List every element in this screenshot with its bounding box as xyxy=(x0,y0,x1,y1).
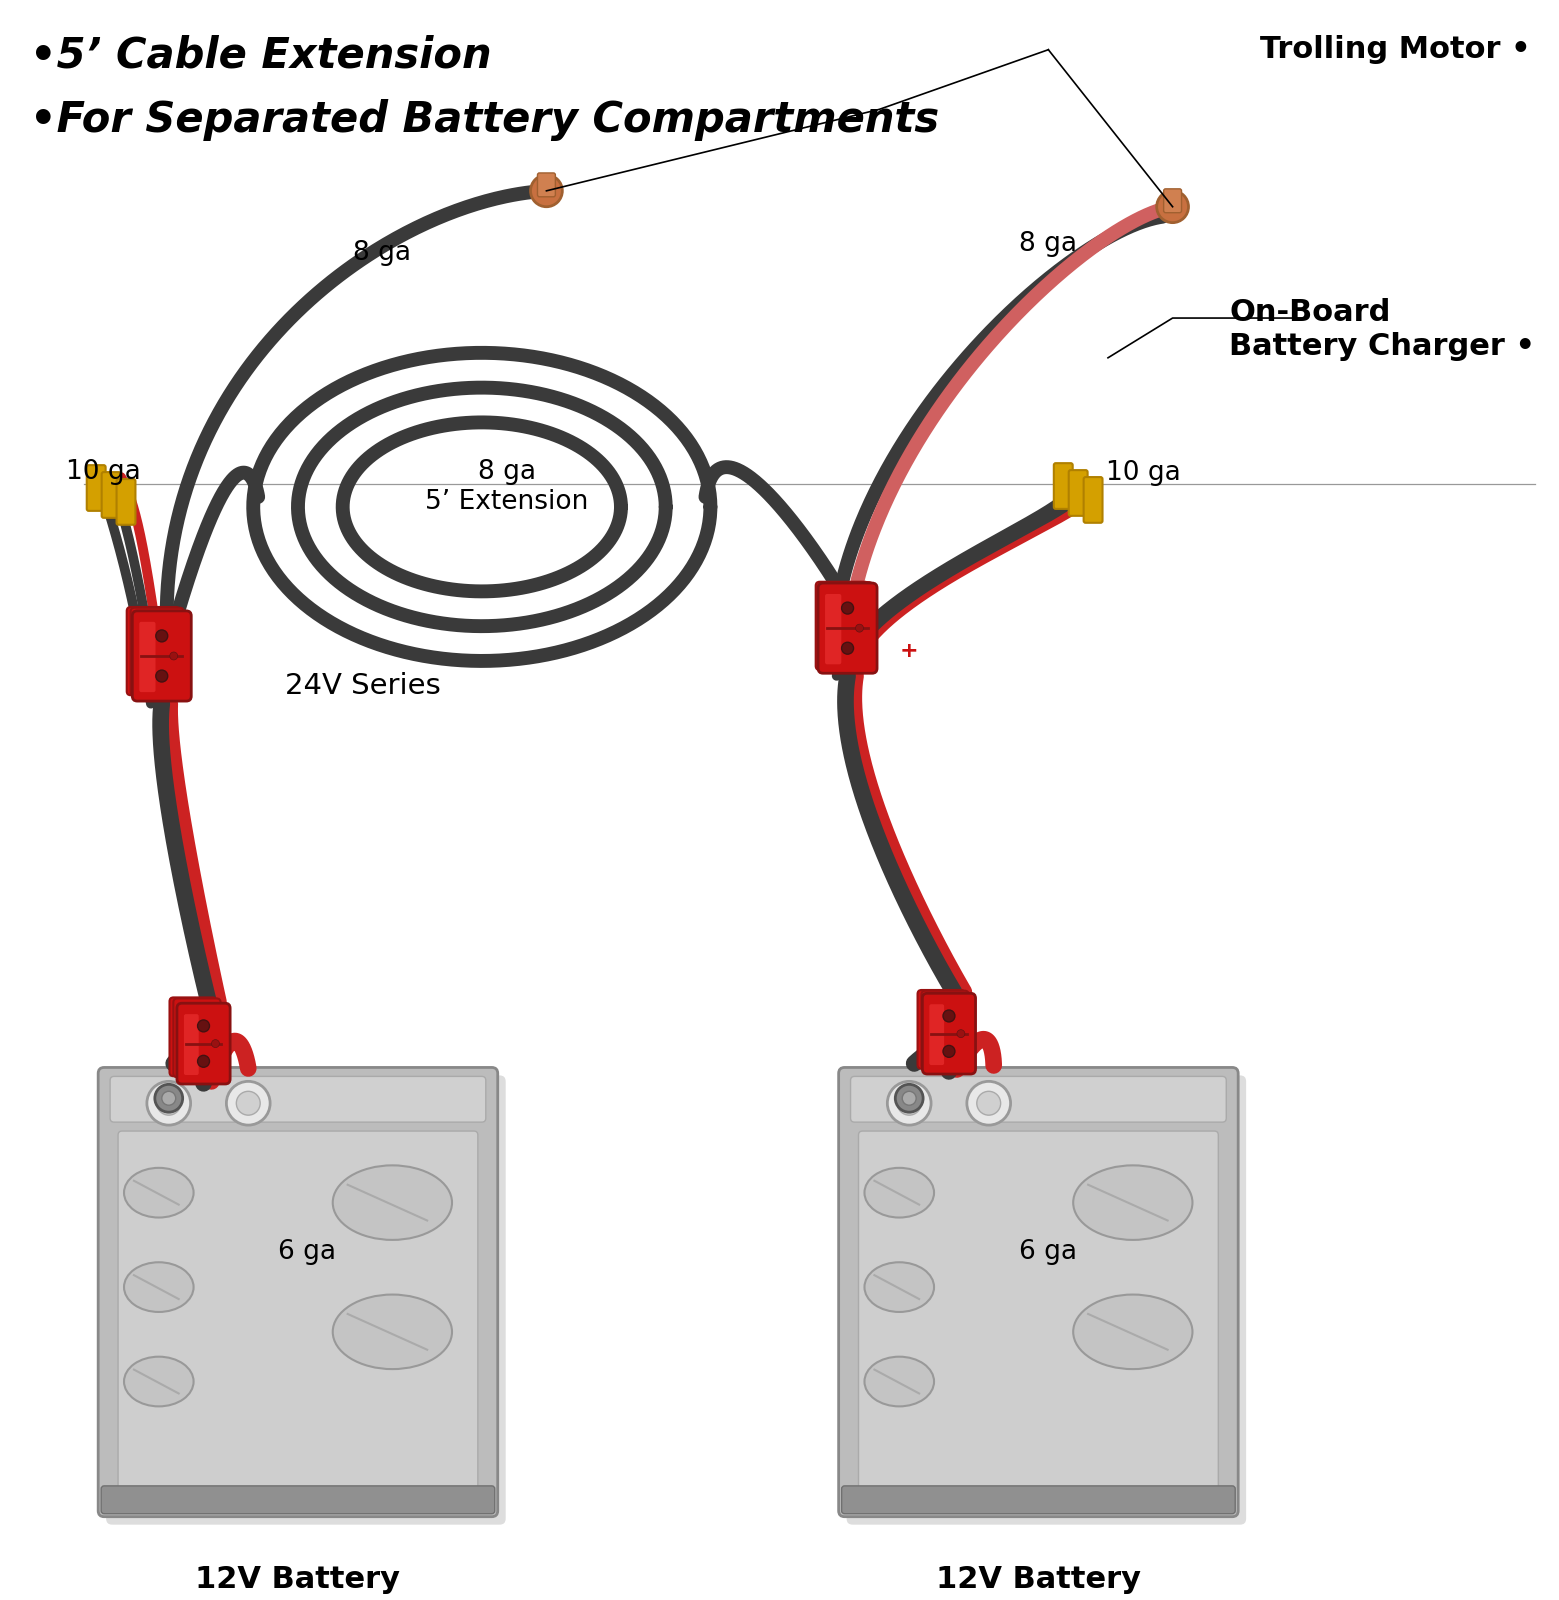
Text: 8 ga: 8 ga xyxy=(1020,230,1077,256)
Circle shape xyxy=(957,1030,965,1038)
FancyBboxPatch shape xyxy=(170,997,217,1077)
Circle shape xyxy=(162,1091,176,1106)
Circle shape xyxy=(1157,190,1188,222)
FancyBboxPatch shape xyxy=(1069,470,1088,515)
Text: •For Separated Battery Compartments: •For Separated Battery Compartments xyxy=(30,99,939,141)
Circle shape xyxy=(198,1056,209,1067)
Circle shape xyxy=(898,1091,921,1115)
FancyBboxPatch shape xyxy=(111,1077,486,1122)
FancyBboxPatch shape xyxy=(538,173,555,197)
Text: 10 ga: 10 ga xyxy=(1105,461,1180,486)
Text: •5’ Cable Extension: •5’ Cable Extension xyxy=(30,35,491,77)
Ellipse shape xyxy=(1073,1294,1193,1370)
FancyBboxPatch shape xyxy=(923,994,976,1074)
Circle shape xyxy=(943,1010,956,1022)
Ellipse shape xyxy=(332,1294,452,1370)
FancyBboxPatch shape xyxy=(847,1075,1246,1525)
FancyBboxPatch shape xyxy=(815,582,868,670)
Circle shape xyxy=(157,1091,181,1115)
Ellipse shape xyxy=(865,1262,934,1312)
Circle shape xyxy=(903,1091,917,1106)
Circle shape xyxy=(967,1082,1010,1125)
FancyBboxPatch shape xyxy=(126,606,179,696)
FancyBboxPatch shape xyxy=(139,622,156,693)
Circle shape xyxy=(977,1091,1001,1115)
Ellipse shape xyxy=(1073,1165,1193,1240)
FancyBboxPatch shape xyxy=(101,472,120,518)
FancyBboxPatch shape xyxy=(106,1075,505,1525)
Text: +: + xyxy=(900,642,918,661)
Circle shape xyxy=(170,653,178,659)
Circle shape xyxy=(156,630,168,642)
FancyBboxPatch shape xyxy=(133,611,192,701)
FancyBboxPatch shape xyxy=(839,1067,1238,1517)
FancyBboxPatch shape xyxy=(820,582,873,670)
Text: 12V Battery: 12V Battery xyxy=(195,1565,401,1595)
Circle shape xyxy=(147,1082,190,1125)
FancyBboxPatch shape xyxy=(87,466,106,510)
FancyBboxPatch shape xyxy=(1163,189,1182,213)
FancyBboxPatch shape xyxy=(842,1486,1235,1514)
Circle shape xyxy=(842,642,853,654)
Ellipse shape xyxy=(125,1357,193,1406)
Text: 24V Series: 24V Series xyxy=(285,672,441,699)
FancyBboxPatch shape xyxy=(918,990,965,1069)
Text: 8 ga: 8 ga xyxy=(354,240,412,267)
Text: 6 ga: 6 ga xyxy=(278,1240,337,1266)
Circle shape xyxy=(856,624,864,632)
Text: 12V Battery: 12V Battery xyxy=(935,1565,1141,1595)
Ellipse shape xyxy=(125,1262,193,1312)
Text: 10 ga: 10 ga xyxy=(67,459,142,485)
FancyBboxPatch shape xyxy=(131,608,184,696)
Text: On-Board
Battery Charger •: On-Board Battery Charger • xyxy=(1230,298,1536,360)
FancyBboxPatch shape xyxy=(98,1067,497,1517)
FancyBboxPatch shape xyxy=(921,990,968,1069)
Circle shape xyxy=(887,1082,931,1125)
FancyBboxPatch shape xyxy=(859,1131,1218,1498)
Circle shape xyxy=(530,174,563,206)
FancyBboxPatch shape xyxy=(173,998,220,1077)
Circle shape xyxy=(226,1082,270,1125)
Ellipse shape xyxy=(332,1165,452,1240)
Text: 6 ga: 6 ga xyxy=(1018,1240,1077,1266)
FancyBboxPatch shape xyxy=(929,1005,945,1066)
Circle shape xyxy=(198,1019,209,1032)
FancyBboxPatch shape xyxy=(1084,477,1102,523)
FancyBboxPatch shape xyxy=(118,1131,479,1498)
Circle shape xyxy=(154,1085,182,1112)
Text: Trolling Motor •: Trolling Motor • xyxy=(1260,35,1531,64)
Circle shape xyxy=(212,1040,220,1048)
Circle shape xyxy=(156,670,168,682)
FancyBboxPatch shape xyxy=(818,582,878,674)
FancyBboxPatch shape xyxy=(851,1077,1227,1122)
Circle shape xyxy=(842,602,853,614)
FancyBboxPatch shape xyxy=(1054,462,1073,509)
FancyBboxPatch shape xyxy=(101,1486,494,1514)
FancyBboxPatch shape xyxy=(825,594,842,664)
FancyBboxPatch shape xyxy=(117,478,136,525)
Ellipse shape xyxy=(865,1357,934,1406)
FancyBboxPatch shape xyxy=(176,1003,231,1083)
FancyBboxPatch shape xyxy=(184,1014,198,1075)
Circle shape xyxy=(943,1045,956,1058)
Ellipse shape xyxy=(125,1168,193,1218)
Circle shape xyxy=(237,1091,260,1115)
Circle shape xyxy=(895,1085,923,1112)
Text: 8 ga
5’ Extension: 8 ga 5’ Extension xyxy=(426,459,588,515)
Ellipse shape xyxy=(865,1168,934,1218)
